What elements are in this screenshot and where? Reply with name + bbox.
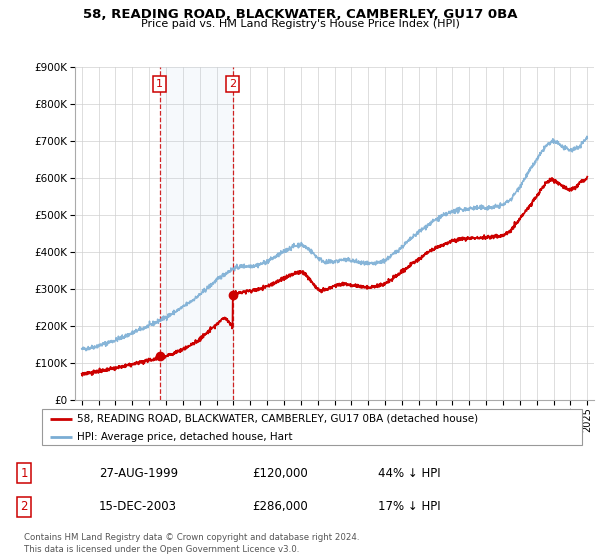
Text: £120,000: £120,000: [252, 466, 308, 480]
Text: 1: 1: [20, 466, 28, 480]
Text: Price paid vs. HM Land Registry's House Price Index (HPI): Price paid vs. HM Land Registry's House …: [140, 19, 460, 29]
Text: 58, READING ROAD, BLACKWATER, CAMBERLEY, GU17 0BA: 58, READING ROAD, BLACKWATER, CAMBERLEY,…: [83, 8, 517, 21]
Text: Contains HM Land Registry data © Crown copyright and database right 2024.
This d: Contains HM Land Registry data © Crown c…: [24, 533, 359, 554]
Text: 58, READING ROAD, BLACKWATER, CAMBERLEY, GU17 0BA (detached house): 58, READING ROAD, BLACKWATER, CAMBERLEY,…: [77, 414, 478, 423]
Text: HPI: Average price, detached house, Hart: HPI: Average price, detached house, Hart: [77, 432, 293, 442]
Text: 27-AUG-1999: 27-AUG-1999: [99, 466, 178, 480]
Bar: [160, 67, 233, 400]
Text: 2: 2: [229, 79, 236, 89]
Text: 44% ↓ HPI: 44% ↓ HPI: [378, 466, 440, 480]
Text: 2: 2: [20, 500, 28, 514]
Text: £286,000: £286,000: [252, 500, 308, 514]
Text: 17% ↓ HPI: 17% ↓ HPI: [378, 500, 440, 514]
Text: 15-DEC-2003: 15-DEC-2003: [99, 500, 177, 514]
Text: 1: 1: [156, 79, 163, 89]
FancyBboxPatch shape: [42, 409, 582, 445]
